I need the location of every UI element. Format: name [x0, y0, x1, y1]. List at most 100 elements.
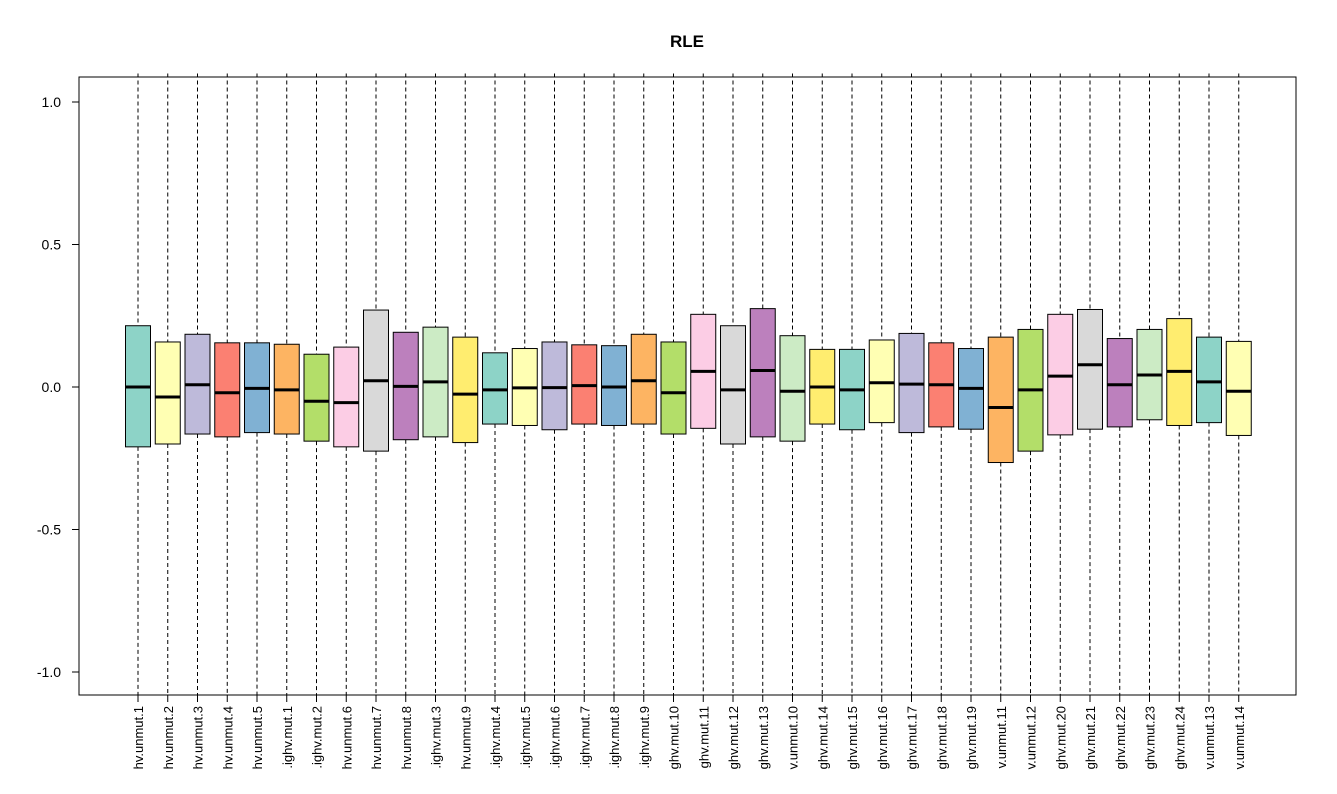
- box-hv.unmut.1: [125, 73, 151, 695]
- box-ghv.mut.24: [1166, 73, 1193, 695]
- y-axis: -1.0 -0.5 0.0 0.5 1.0: [37, 94, 80, 680]
- x-tick-label: hv.unmut.7: [369, 706, 384, 769]
- box-ghv.mut.12: [720, 73, 746, 695]
- box-hv.unmut.9: [452, 73, 479, 695]
- x-tick-label: ghv.mut.10: [667, 706, 682, 769]
- box-ighv.mut.1: [273, 73, 300, 695]
- box-body: [1225, 340, 1252, 436]
- x-tick-label: v.unmut.12: [1024, 706, 1039, 769]
- box-hv.unmut.6: [333, 73, 360, 695]
- boxes-layer: [125, 73, 1252, 695]
- x-tick-label: ghv.mut.17: [905, 706, 920, 769]
- box-ighv.mut.9: [630, 73, 657, 695]
- box-ghv.mut.19: [958, 73, 984, 695]
- box-ighv.mut.2: [303, 73, 330, 695]
- x-tick-label: .ighv.mut.3: [429, 706, 444, 769]
- x-tick-label: ghv.mut.21: [1083, 706, 1098, 769]
- x-tick-label: .ighv.mut.4: [488, 706, 503, 769]
- box-body: [987, 336, 1014, 464]
- x-tick-label: ghv.mut.24: [1172, 706, 1187, 769]
- x-axis-labels: hv.unmut.1 hv.unmut.2 hv.unmut.3 hv.unmut.4…: [131, 695, 1247, 769]
- box-body: [779, 335, 806, 442]
- box-ghv.mut.11: [690, 73, 717, 695]
- x-tick-label: .ighv.mut.1: [280, 706, 295, 769]
- box-ghv.mut.17: [898, 73, 925, 695]
- box-ghv.mut.10: [660, 73, 687, 695]
- x-tick-label: ghv.mut.14: [815, 706, 830, 769]
- box-ghv.mut.14: [809, 73, 836, 695]
- box-ghv.mut.18: [928, 73, 955, 695]
- box-body: [720, 325, 746, 445]
- x-tick-label: hv.unmut.9: [458, 706, 473, 769]
- box-ighv.mut.4: [482, 73, 508, 695]
- box-ighv.mut.6: [541, 73, 568, 695]
- x-tick-label: v.unmut.10: [786, 706, 801, 769]
- box-ghv.mut.13: [749, 73, 776, 695]
- box-ghv.mut.16: [868, 73, 895, 695]
- y-tick-label: 1.0: [42, 94, 62, 110]
- box-body: [1047, 313, 1074, 436]
- box-v.unmut.10: [779, 73, 806, 695]
- box-body: [749, 308, 776, 438]
- x-tick-label: .ighv.mut.8: [607, 706, 622, 769]
- box-body: [333, 346, 360, 448]
- x-tick-label: ghv.mut.16: [875, 706, 890, 769]
- x-tick-label: hv.unmut.6: [339, 706, 354, 769]
- box-hv.unmut.5: [244, 73, 270, 695]
- x-tick-label: ghv.mut.23: [1143, 706, 1158, 769]
- x-tick-label: .ighv.mut.5: [518, 706, 533, 769]
- x-tick-label: hv.unmut.2: [161, 706, 176, 769]
- box-body: [660, 341, 687, 435]
- box-ighv.mut.8: [601, 73, 627, 695]
- x-tick-label: .ighv.mut.6: [548, 706, 563, 769]
- x-tick-label: v.unmut.14: [1232, 706, 1247, 769]
- box-v.unmut.12: [1017, 73, 1044, 695]
- box-hv.unmut.3: [184, 73, 211, 695]
- x-tick-label: ghv.mut.20: [1053, 706, 1068, 769]
- box-body: [1106, 338, 1133, 428]
- box-hv.unmut.4: [214, 73, 241, 695]
- x-tick-label: ghv.mut.13: [756, 706, 771, 769]
- x-tick-label: ghv.mut.18: [934, 706, 949, 769]
- x-tick-label: ghv.mut.19: [964, 706, 979, 769]
- x-tick-label: ghv.mut.12: [726, 706, 741, 769]
- box-body: [541, 341, 568, 431]
- box-body: [630, 333, 657, 425]
- box-ighv.mut.5: [511, 73, 538, 695]
- x-tick-label: v.unmut.11: [994, 706, 1009, 768]
- box-body: [1196, 336, 1222, 424]
- box-ghv.mut.23: [1136, 73, 1163, 695]
- box-body: [303, 353, 330, 442]
- box-ghv.mut.20: [1047, 73, 1074, 695]
- box-ighv.mut.7: [571, 73, 598, 695]
- x-tick-label: hv.unmut.3: [191, 706, 206, 769]
- x-tick-label: .ighv.mut.7: [577, 706, 592, 769]
- x-tick-label: ghv.mut.11: [696, 706, 711, 768]
- box-body: [214, 342, 241, 438]
- y-tick-label: -0.5: [37, 522, 61, 538]
- box-v.unmut.13: [1196, 73, 1222, 695]
- box-v.unmut.11: [987, 73, 1014, 695]
- y-tick-label: 0.0: [42, 379, 62, 395]
- x-tick-label: .ighv.mut.2: [310, 706, 325, 769]
- box-body: [452, 336, 479, 444]
- box-body: [154, 341, 181, 445]
- y-tick-label: -1.0: [37, 664, 61, 680]
- box-ghv.mut.22: [1106, 73, 1133, 695]
- chart-title: RLE: [670, 32, 704, 51]
- x-tick-label: .ighv.mut.9: [637, 706, 652, 769]
- y-tick-label: 0.5: [42, 237, 62, 253]
- x-tick-label: hv.unmut.1: [131, 706, 146, 769]
- box-ghv.mut.15: [839, 73, 865, 695]
- box-hv.unmut.2: [154, 73, 181, 695]
- x-tick-label: hv.unmut.8: [399, 706, 414, 769]
- x-tick-label: v.unmut.13: [1202, 706, 1217, 769]
- box-hv.unmut.7: [363, 73, 389, 695]
- box-hv.unmut.8: [392, 73, 419, 695]
- x-tick-label: ghv.mut.15: [845, 706, 860, 769]
- x-tick-label: ghv.mut.22: [1113, 706, 1128, 769]
- x-tick-label: hv.unmut.4: [220, 706, 235, 769]
- x-tick-label: hv.unmut.5: [250, 706, 265, 769]
- box-ghv.mut.21: [1077, 73, 1103, 695]
